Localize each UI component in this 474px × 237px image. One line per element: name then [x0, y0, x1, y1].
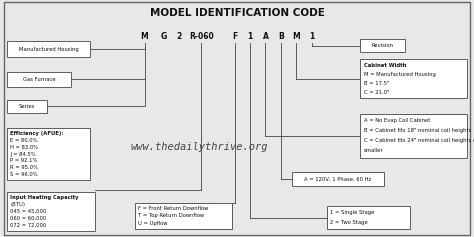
- Text: F = Front Return Downflow: F = Front Return Downflow: [138, 206, 209, 211]
- Text: Series: Series: [19, 104, 36, 109]
- Text: R-060: R-060: [189, 32, 214, 41]
- Text: Manufactured Housing: Manufactured Housing: [18, 47, 79, 52]
- Text: 2 = Two Stage: 2 = Two Stage: [330, 220, 368, 225]
- Text: 2: 2: [176, 32, 182, 41]
- Text: 045 = 45,000: 045 = 45,000: [10, 209, 46, 214]
- Text: 1: 1: [309, 32, 315, 41]
- Text: A: A: [263, 32, 268, 41]
- FancyBboxPatch shape: [360, 59, 467, 98]
- FancyBboxPatch shape: [7, 192, 95, 231]
- FancyBboxPatch shape: [360, 39, 405, 52]
- Text: A = 120V, 1 Phase, 60 Hz: A = 120V, 1 Phase, 60 Hz: [304, 176, 371, 182]
- Text: Input Heating Capacity: Input Heating Capacity: [10, 195, 79, 200]
- Text: 060 = 60,000: 060 = 60,000: [10, 216, 46, 221]
- Text: B: B: [278, 32, 284, 41]
- FancyBboxPatch shape: [7, 41, 90, 57]
- Text: Revision: Revision: [372, 43, 394, 48]
- Text: J = 84.5%: J = 84.5%: [10, 151, 36, 157]
- Text: Gas Furnace: Gas Furnace: [23, 77, 55, 82]
- Text: S = 96.0%: S = 96.0%: [10, 172, 38, 177]
- Text: smaller: smaller: [364, 148, 383, 153]
- Text: C = Cabinet fits 24" nominal coil heights or: C = Cabinet fits 24" nominal coil height…: [364, 138, 474, 143]
- Text: Efficiency (AFUE):: Efficiency (AFUE):: [10, 131, 64, 136]
- Text: Cabinet Width: Cabinet Width: [364, 63, 406, 68]
- Text: A = No Evap Coil Cabinet: A = No Evap Coil Cabinet: [364, 118, 430, 123]
- FancyBboxPatch shape: [4, 2, 470, 235]
- Text: R = 95.0%: R = 95.0%: [10, 165, 38, 170]
- Text: 1 = Single Stage: 1 = Single Stage: [330, 210, 375, 215]
- FancyBboxPatch shape: [292, 172, 384, 186]
- Text: www.thedailythrive.org: www.thedailythrive.org: [130, 142, 268, 152]
- Text: T = Top Return Downflow: T = Top Return Downflow: [138, 213, 205, 218]
- Text: 1: 1: [247, 32, 253, 41]
- Text: B = 17.5": B = 17.5": [364, 81, 389, 86]
- Text: C = 21.0": C = 21.0": [364, 90, 389, 95]
- FancyBboxPatch shape: [7, 128, 90, 180]
- Text: M: M: [292, 32, 300, 41]
- Text: (BTU): (BTU): [10, 202, 26, 207]
- Text: E = 80.0%: E = 80.0%: [10, 138, 38, 143]
- Text: G: G: [160, 32, 167, 41]
- FancyBboxPatch shape: [135, 203, 232, 229]
- Text: B = Cabinet fits 18" nominal coil heights: B = Cabinet fits 18" nominal coil height…: [364, 128, 471, 133]
- Text: F: F: [232, 32, 237, 41]
- FancyBboxPatch shape: [327, 206, 410, 229]
- FancyBboxPatch shape: [7, 100, 47, 113]
- Text: M: M: [141, 32, 148, 41]
- Text: U = Upflow: U = Upflow: [138, 221, 168, 226]
- Text: P = 92.1%: P = 92.1%: [10, 159, 38, 164]
- FancyBboxPatch shape: [7, 72, 71, 87]
- Text: H = 83.0%: H = 83.0%: [10, 145, 38, 150]
- FancyBboxPatch shape: [360, 114, 467, 158]
- Text: M = Manufactured Housing: M = Manufactured Housing: [364, 72, 436, 77]
- Text: MODEL IDENTIFICATION CODE: MODEL IDENTIFICATION CODE: [150, 8, 324, 18]
- Text: 072 = 72,000: 072 = 72,000: [10, 223, 46, 228]
